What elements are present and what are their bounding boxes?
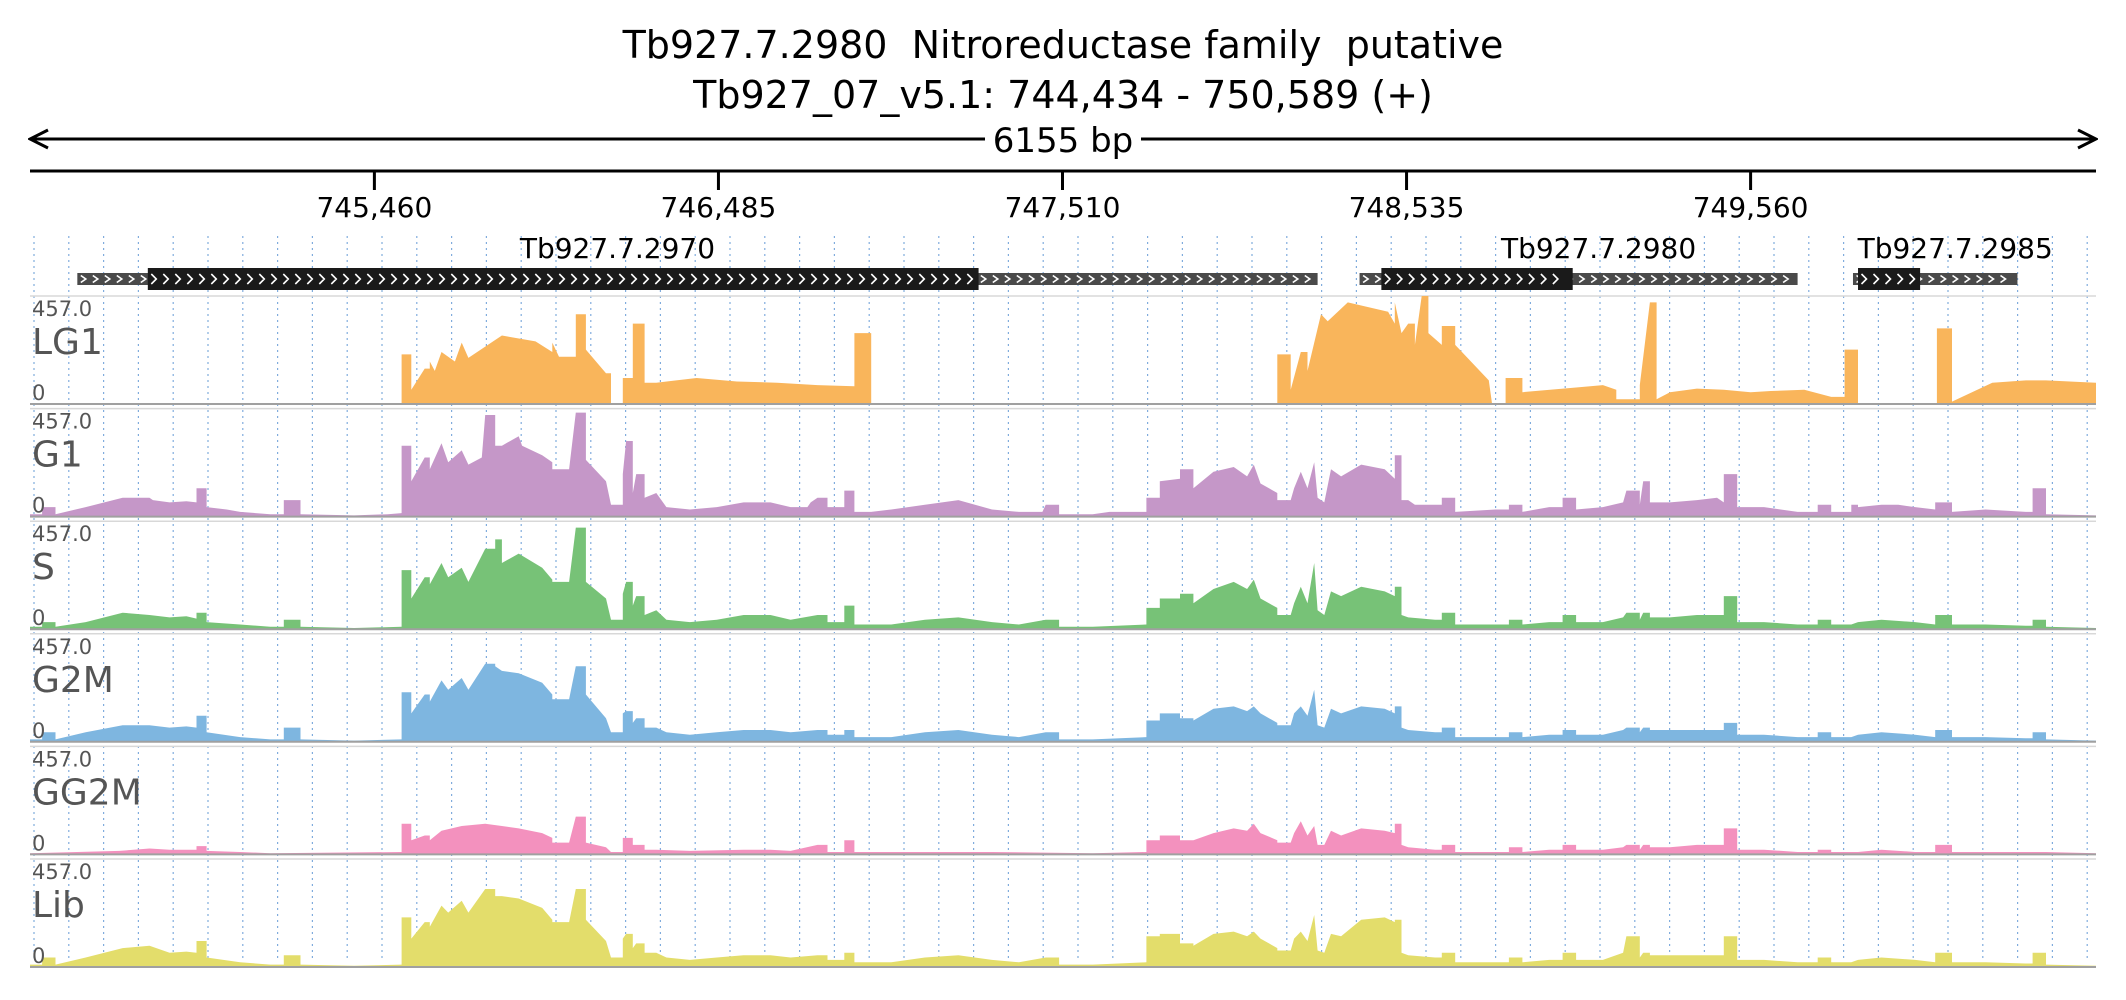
track-name: GG2M xyxy=(32,772,142,813)
span-label-bg xyxy=(985,118,1141,158)
gene-label: Tb927.7.2970 xyxy=(519,232,715,265)
track-ymax-label: 457.0 xyxy=(32,410,92,434)
track-name: S xyxy=(32,547,55,588)
ruler-tick-label: 748,535 xyxy=(1349,191,1465,224)
track-ymax-label: 457.0 xyxy=(32,747,92,771)
track-ymin-label: 0 xyxy=(32,719,45,743)
gene-cds xyxy=(1381,268,1573,290)
gene-cds xyxy=(1858,268,1921,290)
coverage-area xyxy=(30,889,2096,967)
track-name: G1 xyxy=(32,435,83,476)
track-ymax-label: 457.0 xyxy=(32,860,92,884)
track-ymin-label: 0 xyxy=(32,831,45,855)
gene-label: Tb927.7.2980 xyxy=(1500,232,1696,265)
track-name: Lib xyxy=(32,885,85,926)
ruler-tick-label: 745,460 xyxy=(316,191,432,224)
span-label: 6155 bp xyxy=(993,121,1134,161)
track-name: LG1 xyxy=(32,322,103,363)
track-ymin-label: 0 xyxy=(32,944,45,968)
coverage-area xyxy=(30,816,2096,855)
ruler-tick-label: 749,560 xyxy=(1693,191,1809,224)
coverage-area xyxy=(30,663,2096,742)
gene-cds-strand-arrows xyxy=(1860,273,1916,285)
track-ymin-label: 0 xyxy=(32,494,45,518)
track-name: G2M xyxy=(32,660,114,701)
gene-annotation-track: Tb927.7.2970 Tb927.7.2980 Tb927.7.2985 xyxy=(77,232,2053,290)
track-ymax-label: 457.0 xyxy=(32,522,92,546)
track-ymin-label: 0 xyxy=(32,606,45,630)
ruler-tick-label: 746,485 xyxy=(661,191,777,224)
gene-cds-strand-arrows xyxy=(1384,273,1560,285)
coverage-area xyxy=(30,527,2096,630)
ruler-tick-label: 747,510 xyxy=(1005,191,1121,224)
plot-title: Tb927.7.2980 Nitroreductase family putat… xyxy=(622,23,1504,67)
coverage-area xyxy=(30,296,2096,404)
track-ymin-label: 0 xyxy=(32,381,45,405)
coverage-area xyxy=(30,412,2096,517)
track-ymax-label: 457.0 xyxy=(32,635,92,659)
coverage-track: 457.0S 0 xyxy=(30,520,2096,631)
ruler-ticks: 745,460 746,485 747,510 748,535 749,560 xyxy=(316,171,1809,224)
track-ymax-label: 457.0 xyxy=(32,297,92,321)
locus-label: Tb927_07_v5.1: 744,434 - 750,589 (+) xyxy=(692,73,1433,117)
coverage-tracks: 457.0LG10457.0G10457.0S0457.0G2M0457.0GG… xyxy=(30,295,2096,968)
gene-cds-strand-arrows xyxy=(150,273,974,285)
gene-label: Tb927.7.2985 xyxy=(1857,232,2053,265)
coverage-track: 457.0G1 0 xyxy=(30,407,2096,518)
